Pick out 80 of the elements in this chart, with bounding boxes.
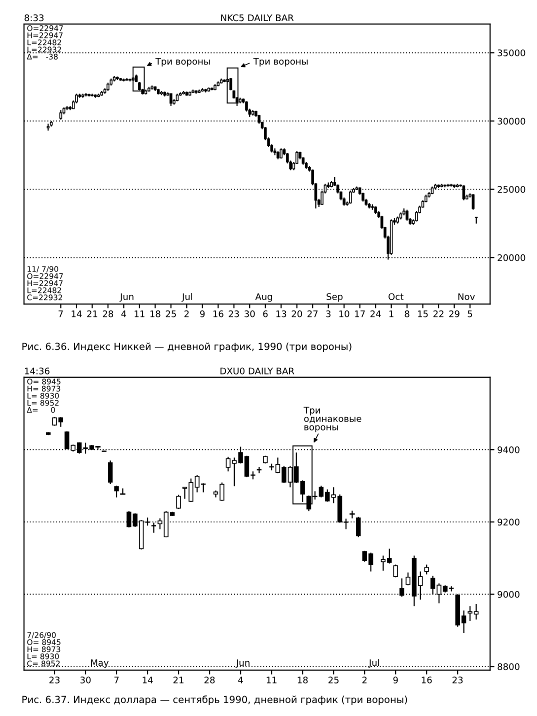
annotation: Jul: [368, 659, 379, 668]
annotation: Jul: [182, 293, 192, 302]
x-tick-label: 9: [393, 676, 398, 684]
candlestick: [350, 510, 355, 519]
x-tick-label: 21: [87, 310, 98, 318]
x-tick-label: 1: [389, 310, 394, 318]
text: 14:36: [24, 368, 50, 374]
x-tick-label: 8: [404, 310, 410, 318]
x-tick-label: 22: [433, 310, 444, 318]
x-tick-label: 16: [213, 310, 224, 318]
chart-title: NKC5 DAILY BAR: [221, 14, 294, 22]
x-tick-label: 14: [142, 676, 153, 684]
x-tick-label: 6: [263, 310, 268, 318]
x-tick-label: 4: [121, 310, 126, 318]
x-tick-label: 25: [328, 676, 339, 684]
annotation: May: [91, 659, 109, 668]
x-tick-label: 23: [228, 310, 239, 318]
annotation: Aug: [255, 293, 272, 302]
candlestick: [170, 93, 172, 107]
x-tick-label: 5: [468, 310, 472, 318]
x-tick-label: 28: [204, 676, 215, 684]
x-tick-label: 2: [184, 310, 189, 318]
y-tick-label: 35000: [498, 49, 526, 56]
x-tick-label: 30: [244, 310, 255, 318]
annotation: Jun: [236, 659, 250, 668]
x-tick-label: 25: [166, 310, 176, 318]
x-tick-label: 11: [134, 310, 144, 318]
y-tick-label: 9000: [498, 590, 520, 598]
x-tick-label: 10: [339, 310, 350, 318]
candlestick: [415, 210, 418, 222]
x-tick-label: 7: [58, 310, 63, 318]
annotation: Три одинаковые вороны: [304, 406, 362, 432]
candlestick: [122, 78, 126, 82]
x-tick-label: 16: [422, 676, 432, 684]
candlestick: [406, 209, 408, 222]
x-tick-label: 2: [362, 676, 367, 684]
annotation: Nov: [458, 293, 475, 300]
x-tick-label: 21: [173, 676, 184, 684]
text: 8:33: [24, 14, 44, 22]
y-tick-label: 30000: [498, 118, 526, 125]
annotation: Oct: [388, 293, 404, 300]
chart-title: DXU0 DAILY BAR: [220, 368, 294, 374]
x-tick-label: 13: [276, 310, 286, 318]
x-tick-label: 11: [266, 676, 276, 684]
text: Рис. 6.36. Индекс Никкей — дневной график, 1990 (три вороны): [22, 342, 352, 352]
x-tick-label: 28: [102, 310, 114, 318]
candlestick: [424, 564, 429, 575]
annotation: Jun: [120, 293, 134, 302]
x-tick-label: 18: [298, 676, 308, 684]
y-tick-label: 9200: [498, 518, 520, 526]
candlestick: [108, 460, 113, 485]
text: Рис. 6.37. Индекс доллара — сентябрь 1990, дневной график (три вороны): [22, 695, 408, 706]
x-tick-label: 9: [200, 310, 205, 318]
x-tick-label: 7: [114, 676, 119, 684]
x-tick-label: 30: [80, 676, 91, 684]
y-tick-label: 8800: [498, 663, 520, 670]
y-tick-label: 25000: [498, 186, 526, 193]
candlestick: [120, 488, 126, 496]
x-tick-label: 17: [355, 310, 365, 318]
annotation: Три вороны: [155, 58, 210, 66]
x-tick-label: 24: [370, 310, 381, 318]
x-tick-label: 4: [238, 676, 243, 684]
candlestick: [176, 494, 181, 510]
y-tick-label: 9400: [498, 446, 520, 454]
y-tick-label: 20000: [498, 254, 526, 262]
candlestick: [472, 194, 475, 210]
x-tick-label: 23: [49, 676, 60, 684]
annotation: Sep: [326, 293, 343, 302]
candlestick: [229, 77, 232, 91]
x-tick-label: 15: [418, 310, 428, 318]
annotation: Три вороны: [253, 58, 308, 66]
x-tick-label: 23: [452, 676, 463, 684]
x-tick-label: 27: [308, 310, 318, 318]
x-tick-label: 18: [150, 310, 160, 318]
candlestick: [59, 110, 62, 120]
x-tick-label: 3: [326, 310, 330, 318]
x-tick-label: 14: [72, 310, 82, 318]
x-tick-label: 20: [292, 310, 302, 318]
x-tick-label: 29: [449, 310, 460, 318]
candlestick: [393, 564, 398, 578]
